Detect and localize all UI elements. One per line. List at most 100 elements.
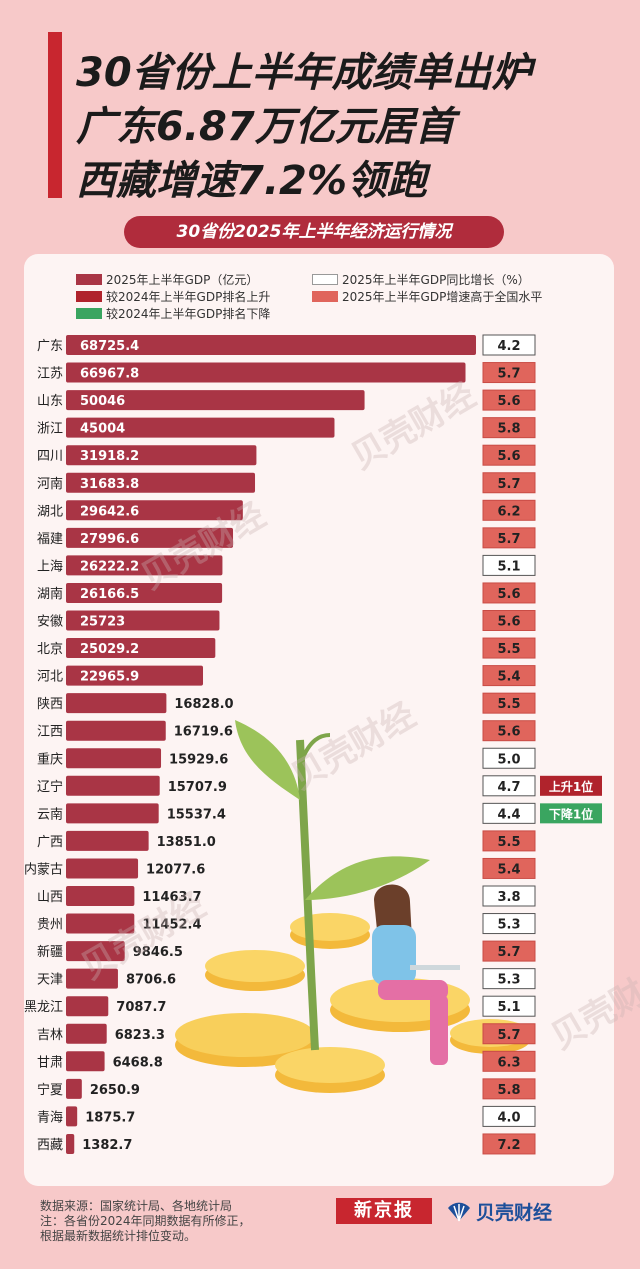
growth-box — [482, 417, 536, 439]
gdp-bar — [66, 417, 335, 438]
growth-box — [482, 913, 536, 935]
footer-source: 数据来源：国家统计局、各地统计局 — [40, 1199, 233, 1213]
gdp-bar — [66, 996, 109, 1017]
gdp-value-label: 45004 — [80, 422, 125, 437]
growth-value-label: 5.5 — [497, 697, 520, 712]
province-label: 天津 — [37, 973, 63, 988]
growth-box — [482, 692, 536, 714]
gdp-value-label: 25723 — [80, 615, 125, 630]
growth-value-label: 5.5 — [497, 835, 520, 850]
gdp-bar — [66, 968, 118, 989]
legend-growth: 2025年上半年GDP同比增长（%） — [312, 271, 530, 288]
province-label: 黑龙江 — [24, 1000, 63, 1015]
province-label: 山东 — [37, 394, 63, 409]
growth-value-label: 5.3 — [497, 973, 520, 988]
province-label: 福建 — [37, 532, 63, 547]
province-label: 河南 — [37, 476, 63, 492]
growth-value-label: 4.4 — [497, 807, 520, 822]
growth-box — [482, 527, 536, 549]
gdp-bar — [66, 1106, 78, 1127]
beike-logo: 贝壳财经 — [446, 1198, 552, 1225]
province-label: 四川 — [37, 449, 63, 464]
growth-value-label: 5.7 — [497, 945, 520, 960]
headline-line-3: 西藏增速7.2%领跑 — [76, 158, 427, 204]
gdp-value-label: 1382.7 — [82, 1138, 132, 1153]
growth-box — [482, 720, 536, 742]
gdp-bar — [66, 445, 257, 466]
growth-value-label: 5.6 — [497, 615, 520, 630]
growth-box — [482, 775, 536, 797]
headline-line-1: 30省份上半年成绩单出炉 — [76, 50, 532, 96]
growth-box — [482, 362, 536, 384]
gdp-bar — [66, 720, 166, 741]
title-accent-bar — [48, 32, 62, 198]
province-label: 辽宁 — [37, 779, 63, 795]
watermark-text: 贝壳财经 — [285, 695, 423, 798]
gdp-value-label: 16719.6 — [174, 725, 233, 740]
growth-value-label: 5.3 — [497, 918, 520, 933]
gdp-bar — [66, 1133, 75, 1154]
province-label: 新疆 — [37, 944, 63, 960]
growth-box — [482, 1078, 536, 1100]
gdp-value-label: 50046 — [80, 394, 125, 409]
xinjingbao-logo: 新京报 — [336, 1198, 432, 1224]
growth-value-label: 3.8 — [497, 890, 520, 905]
gdp-bar — [66, 555, 223, 576]
province-label: 安徽 — [37, 615, 63, 630]
province-label: 湖北 — [37, 504, 63, 519]
growth-value-label: 5.8 — [497, 1083, 520, 1098]
gdp-bar — [66, 1023, 107, 1044]
growth-value-label: 5.8 — [497, 422, 520, 437]
growth-value-label: 5.7 — [497, 532, 520, 547]
gdp-bar — [66, 830, 149, 851]
growth-value-label: 5.6 — [497, 725, 520, 740]
gdp-value-label: 12077.6 — [146, 862, 205, 877]
gdp-bar — [66, 665, 204, 686]
gdp-bar — [66, 913, 135, 934]
growth-box — [482, 802, 536, 824]
province-label: 甘肃 — [37, 1055, 63, 1070]
growth-value-label: 5.6 — [497, 587, 520, 602]
growth-value-label: 4.7 — [497, 780, 520, 795]
province-label: 西藏 — [37, 1138, 63, 1153]
gdp-bar — [66, 748, 162, 769]
gdp-bar — [66, 941, 125, 962]
province-label: 北京 — [37, 642, 63, 657]
growth-box — [482, 940, 536, 962]
watermark-text: 贝壳财经 — [545, 955, 640, 1058]
growth-box — [482, 968, 536, 990]
growth-value-label: 5.7 — [497, 1028, 520, 1043]
growth-value-label: 6.2 — [497, 504, 520, 519]
province-label: 广东 — [37, 339, 63, 354]
gdp-value-label: 7087.7 — [116, 1000, 166, 1015]
growth-box — [482, 389, 536, 411]
gdp-bar — [66, 582, 223, 603]
province-label: 广西 — [37, 835, 63, 850]
gdp-bar — [66, 1078, 82, 1099]
growth-box — [482, 995, 536, 1017]
growth-box — [482, 665, 536, 687]
gdp-bar — [66, 803, 159, 824]
headline-line-2: 广东6.87万亿元居首 — [76, 104, 455, 150]
province-label: 山西 — [37, 890, 63, 905]
legend-rank-up: 较2024年上半年GDP排名上升 — [76, 288, 270, 305]
gdp-bar — [66, 610, 220, 631]
watermark-text: 贝壳财经 — [345, 375, 483, 478]
growth-box — [482, 637, 536, 659]
growth-box — [482, 499, 536, 521]
province-label: 重庆 — [37, 751, 63, 767]
beike-fan-icon — [448, 1202, 470, 1222]
coins-plant-illustration — [175, 720, 530, 1093]
province-label: 江西 — [37, 725, 63, 740]
province-label: 浙江 — [37, 422, 63, 437]
growth-box — [482, 857, 536, 879]
growth-value-label: 5.1 — [497, 559, 520, 574]
gdp-value-label: 6823.3 — [115, 1028, 165, 1043]
growth-value-label: 5.6 — [497, 394, 520, 409]
province-label: 湖南 — [37, 586, 63, 602]
gdp-value-label: 1875.7 — [85, 1110, 135, 1125]
growth-value-label: 5.6 — [497, 449, 520, 464]
growth-box — [482, 1133, 536, 1155]
gdp-value-label: 15707.9 — [168, 780, 227, 795]
